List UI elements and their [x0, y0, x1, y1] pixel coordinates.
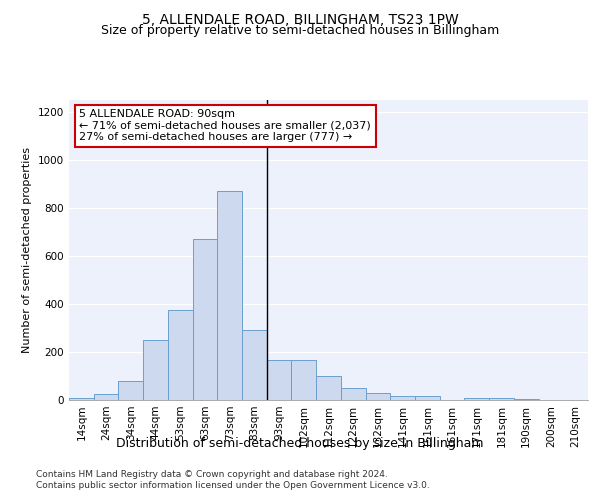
Bar	[267, 360, 292, 400]
Bar	[193, 239, 217, 400]
Bar	[514, 399, 539, 400]
Bar	[341, 388, 365, 400]
Text: Distribution of semi-detached houses by size in Billingham: Distribution of semi-detached houses by …	[116, 438, 484, 450]
Bar	[94, 394, 118, 400]
Bar	[242, 330, 267, 400]
Bar	[365, 393, 390, 400]
Text: Contains HM Land Registry data © Crown copyright and database right 2024.: Contains HM Land Registry data © Crown c…	[36, 470, 388, 479]
Bar	[415, 396, 440, 400]
Text: 5 ALLENDALE ROAD: 90sqm
← 71% of semi-detached houses are smaller (2,037)
27% of: 5 ALLENDALE ROAD: 90sqm ← 71% of semi-de…	[79, 109, 371, 142]
Bar	[489, 398, 514, 400]
Y-axis label: Number of semi-detached properties: Number of semi-detached properties	[22, 147, 32, 353]
Bar	[217, 191, 242, 400]
Bar	[69, 398, 94, 400]
Bar	[118, 381, 143, 400]
Bar	[143, 340, 168, 400]
Text: Contains public sector information licensed under the Open Government Licence v3: Contains public sector information licen…	[36, 481, 430, 490]
Bar	[168, 310, 193, 400]
Text: Size of property relative to semi-detached houses in Billingham: Size of property relative to semi-detach…	[101, 24, 499, 37]
Bar	[464, 398, 489, 400]
Bar	[390, 396, 415, 400]
Text: 5, ALLENDALE ROAD, BILLINGHAM, TS23 1PW: 5, ALLENDALE ROAD, BILLINGHAM, TS23 1PW	[142, 12, 458, 26]
Bar	[292, 360, 316, 400]
Bar	[316, 376, 341, 400]
